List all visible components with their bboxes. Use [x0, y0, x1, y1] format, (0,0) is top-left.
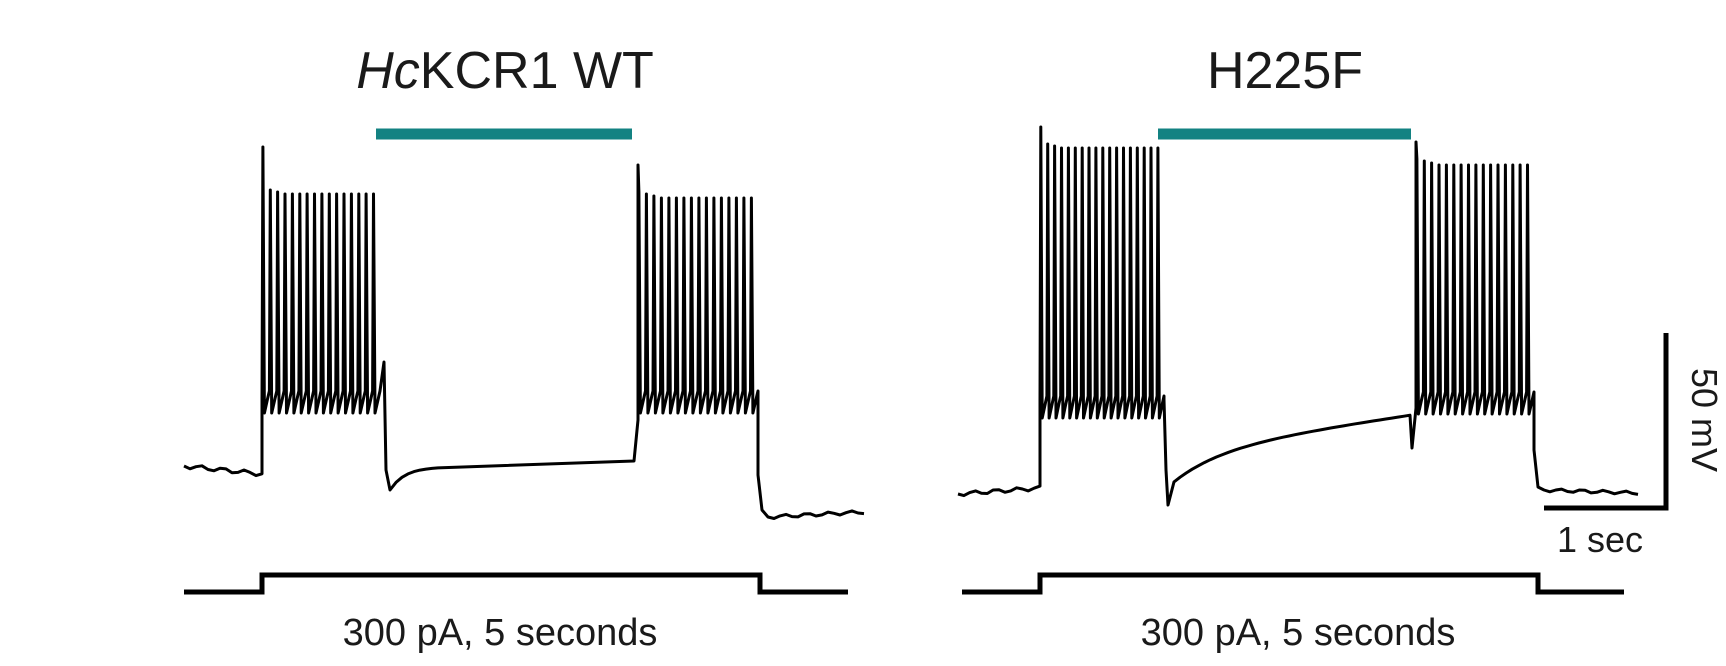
panel-title-h225f: H225F — [1207, 42, 1363, 100]
panel-title-wt: HcKCR1 WT — [356, 42, 654, 100]
scale-bar-lines — [1544, 333, 1669, 511]
panel-h225f: H225F 300 pA, 5 seconds — [957, 42, 1639, 654]
scale-bar-time-label: 1 sec — [1557, 519, 1643, 560]
panel-wt: HcKCR1 WT 300 pA, 5 seconds — [183, 42, 865, 654]
current-step-protocol-h225f — [962, 572, 1624, 595]
voltage-trace-h225f — [957, 125, 1639, 507]
scale-bar-voltage-label: 50 mV — [1684, 368, 1725, 472]
voltage-trace-wt — [183, 145, 865, 520]
protocol-caption-wt: 300 pA, 5 seconds — [343, 612, 658, 654]
protocol-caption-h225f: 300 pA, 5 seconds — [1141, 612, 1456, 654]
current-step-protocol-wt — [184, 572, 848, 595]
scale-bar: 50 mV 1 sec — [1544, 333, 1725, 560]
